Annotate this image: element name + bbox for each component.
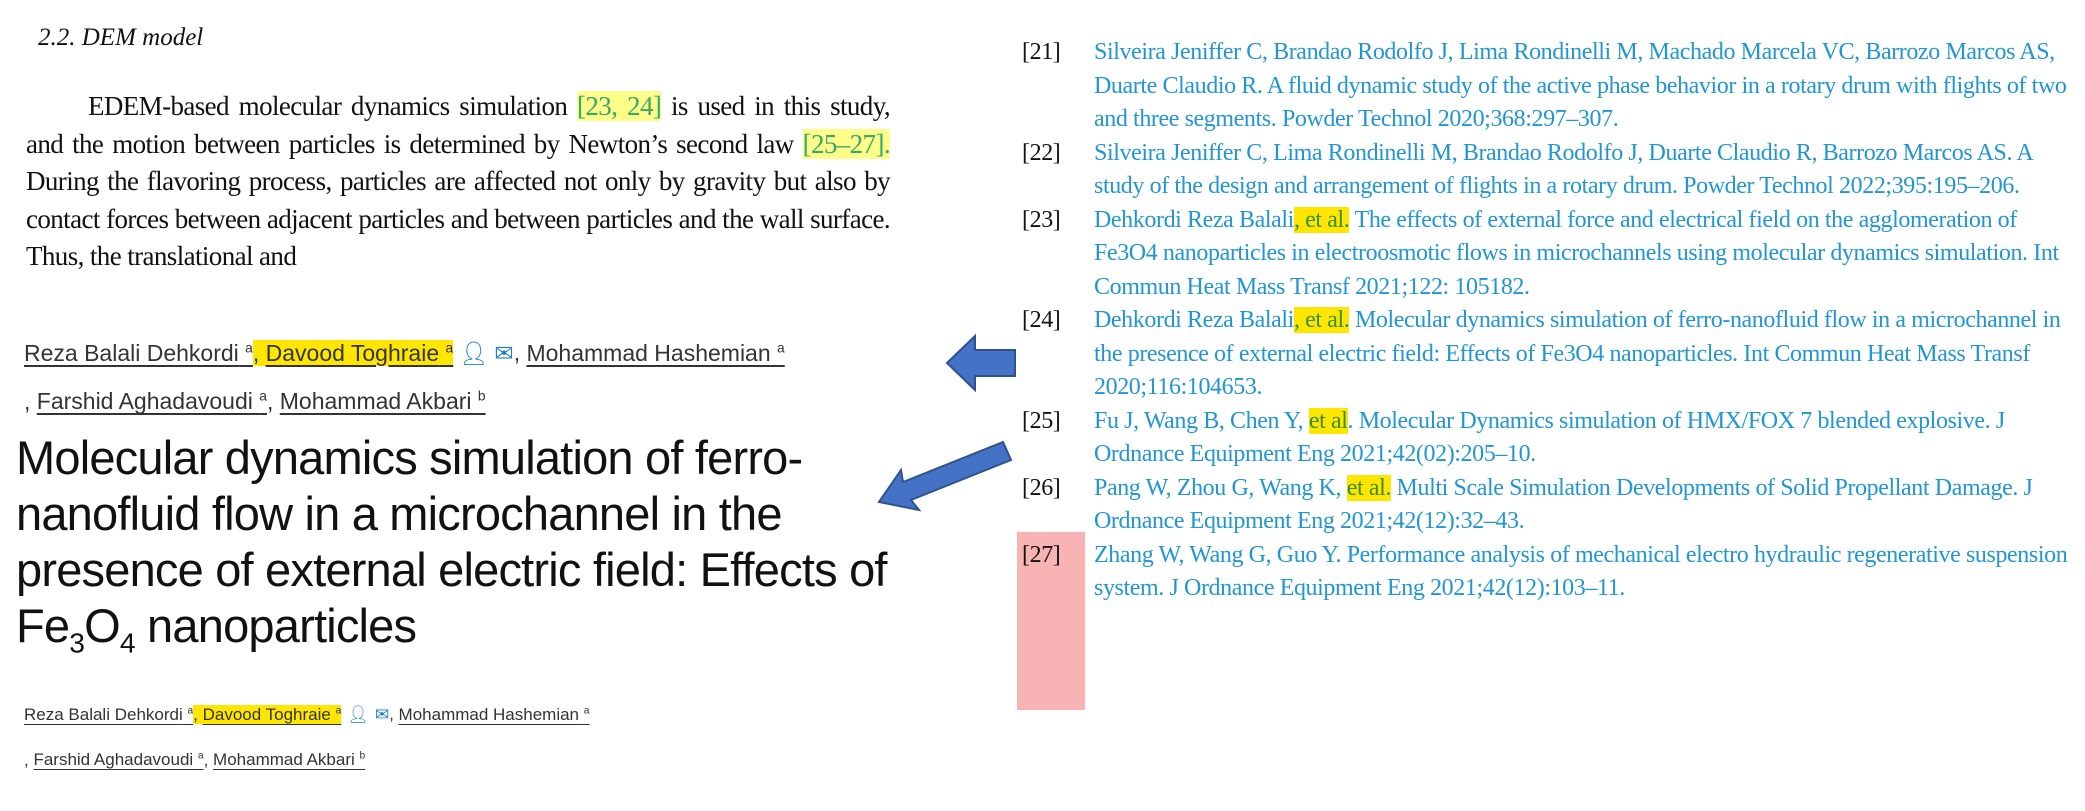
citation-link[interactable]: [23, 24] xyxy=(577,91,662,121)
reference-number: [25] xyxy=(1022,407,1061,434)
et-al-highlight: , et al. xyxy=(1293,307,1350,333)
paragraph-text: EDEM-based molecular dynamics simulation xyxy=(88,91,578,121)
reference-item: [26] Pang W, Zhou G, Wang K, et al. Multi… xyxy=(1022,472,2072,539)
author-link[interactable]: Davood Toghraie a xyxy=(202,704,342,724)
envelope-icon[interactable]: ✉︎ xyxy=(374,704,390,724)
reference-link[interactable]: Silveira Jeniffer C, Lima Rondinelli M, … xyxy=(1094,139,2032,200)
author-link[interactable]: Davood Toghraie a xyxy=(265,339,454,366)
body-paragraph: EDEM-based molecular dynamics simulation… xyxy=(26,88,891,276)
reference-number: [22] xyxy=(1022,139,1061,166)
reference-number: [26] xyxy=(1022,474,1061,501)
author-entry: Mohammad Hashemian a xyxy=(526,340,784,366)
author-list: Reza Balali Dehkordi a, Davood Toghraie … xyxy=(24,326,944,423)
arrow-diagonal-icon xyxy=(877,440,1013,512)
reference-list: [21] Silveira Jeniffer C, Brandao Rodolfo… xyxy=(1022,36,2072,606)
author-link[interactable]: Mohammad Akbari b xyxy=(279,388,486,415)
reference-item: [25] Fu J, Wang B, Chen Y, et al. Molecul… xyxy=(1022,405,2072,472)
article-title: Molecular dynamics simulation of ferro-n… xyxy=(16,431,887,659)
reference-number: [24] xyxy=(1022,307,1061,333)
arrow-left-icon xyxy=(945,333,1016,393)
author-list: Reza Balali Dehkordi a, Davood Toghraie … xyxy=(24,690,784,781)
author-entry: Mohammad Akbari b xyxy=(213,750,365,769)
reference-number: [21] xyxy=(1022,39,1061,65)
reference-number: [23] xyxy=(1022,206,1061,233)
reference-link[interactable]: Silveira Jeniffer C, Brandao Rodolfo J, … xyxy=(1094,39,2067,132)
reference-link[interactable]: Zhang W, Wang G, Guo Y. Performance anal… xyxy=(1094,541,2068,602)
author-link[interactable]: Farshid Aghadavoudi a xyxy=(36,388,267,415)
author-entry: Mohammad Hashemian a xyxy=(399,705,590,724)
reference-item: [27] Zhang W, Wang G, Guo Y. Performance … xyxy=(1022,539,2072,606)
author-link[interactable]: Mohammad Hashemian a xyxy=(398,704,590,724)
author-entry: Farshid Aghadavoudi a xyxy=(33,750,203,769)
person-icon[interactable]: 👤︎ xyxy=(347,704,369,724)
author-entry: Mohammad Akbari b xyxy=(280,388,486,414)
author-entry: , Davood Toghraie a xyxy=(193,704,342,724)
author-link[interactable]: Farshid Aghadavoudi a xyxy=(33,750,204,770)
paragraph-text: is used in this study, and the motion be… xyxy=(26,91,891,159)
person-icon[interactable]: 👤︎ xyxy=(459,339,489,366)
et-al-highlight: et al xyxy=(1308,407,1348,434)
reference-link[interactable]: Dehkordi Reza Balali, et al. Molecular d… xyxy=(1094,307,2061,400)
author-link[interactable]: Mohammad Hashemian a xyxy=(526,339,785,366)
reference-link[interactable]: Fu J, Wang B, Chen Y, et al. Molecular D… xyxy=(1094,407,2005,467)
reference-number: [27] xyxy=(1022,541,1061,568)
citation-link[interactable]: [25–27]. xyxy=(802,128,891,159)
author-link[interactable]: Mohammad Akbari b xyxy=(213,750,366,770)
paragraph-text: During the flavoring process, particles … xyxy=(26,166,891,271)
author-link[interactable]: Reza Balali Dehkordi a xyxy=(24,704,194,724)
reference-link[interactable]: Pang W, Zhou G, Wang K, et al. Multi Sca… xyxy=(1094,474,2033,534)
author-entry: , Davood Toghraie a xyxy=(252,339,454,366)
et-al-highlight: , et al. xyxy=(1293,206,1350,233)
envelope-icon[interactable]: ✉︎ xyxy=(494,339,514,366)
reference-item: [24] Dehkordi Reza Balali, et al. Molecul… xyxy=(1022,304,2072,405)
reference-item: [21] Silveira Jeniffer C, Brandao Rodolfo… xyxy=(1022,36,2072,137)
section-heading: 2.2. DEM model xyxy=(38,24,204,51)
reference-item: [22] Silveira Jeniffer C, Lima Rondinelli… xyxy=(1022,137,2072,204)
flagged-references-marker xyxy=(1017,532,1085,710)
author-entry: Reza Balali Dehkordi a xyxy=(24,705,193,724)
reference-link[interactable]: Dehkordi Reza Balali, et al. The effects… xyxy=(1094,206,2059,300)
author-entry: Farshid Aghadavoudi a xyxy=(37,388,267,414)
et-al-highlight: et al. xyxy=(1346,474,1391,501)
author-link[interactable]: Reza Balali Dehkordi a xyxy=(24,339,253,366)
reference-item: [23] Dehkordi Reza Balali, et al. The eff… xyxy=(1022,204,2072,305)
author-entry: Reza Balali Dehkordi a xyxy=(24,340,253,366)
